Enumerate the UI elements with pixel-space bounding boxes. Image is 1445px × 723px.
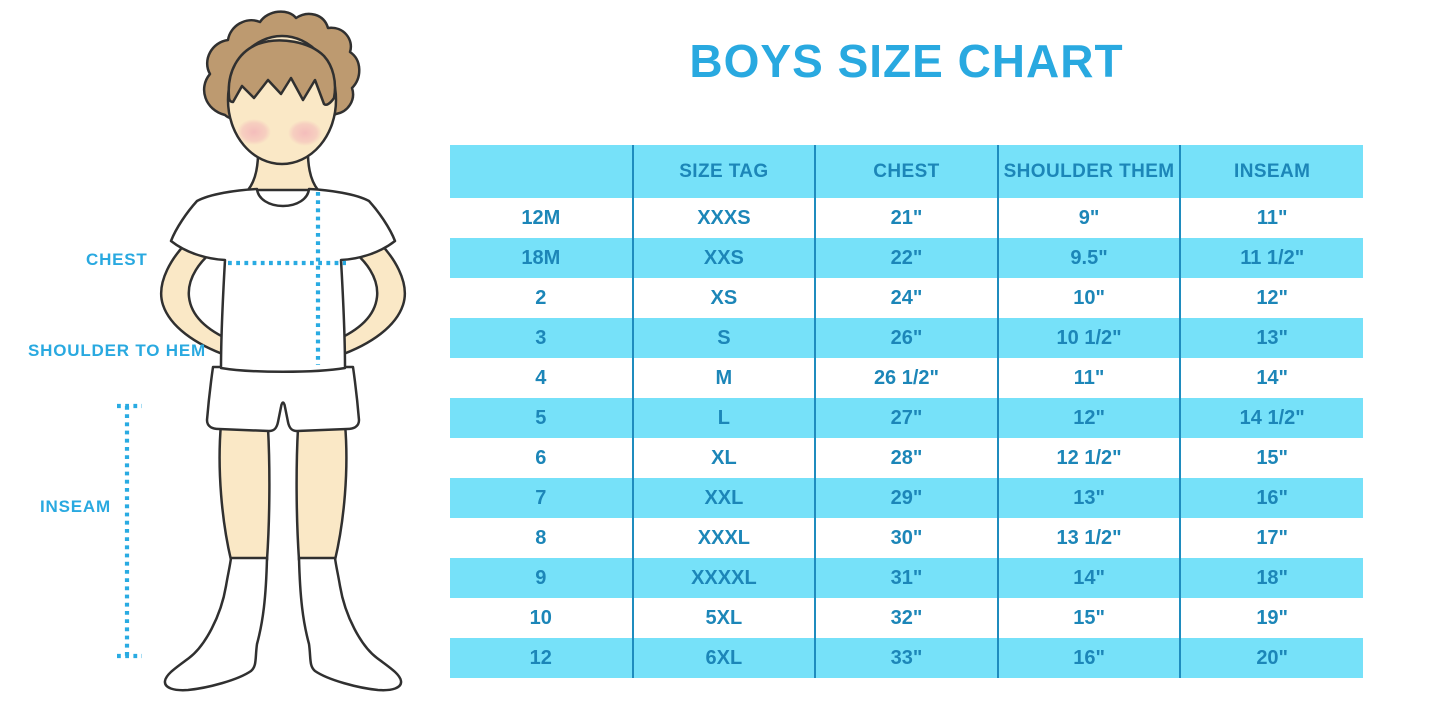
boy-left-sock (163, 556, 269, 692)
table-cell-inseam: 17" (1179, 518, 1363, 558)
table-cell-size-tag: XXXS (631, 198, 816, 238)
table-cell-size-tag: S (631, 318, 816, 358)
table-cell-size: 5 (450, 398, 633, 438)
table-row: 5 L 27" 12" 14 1/2" (450, 398, 1363, 438)
table-row: 18M XXS 22" 9.5" 11 1/2" (450, 238, 1363, 278)
table-cell-size: 4 (535, 366, 547, 389)
table-cell-inseam: 11 1/2" (1179, 238, 1363, 278)
table-cell-shoulder-them: 13 1/2" (996, 518, 1181, 558)
boy-right-sock (297, 556, 403, 692)
table-cell-inseam: 12" (1179, 278, 1363, 318)
table-cell-shoulder-them: 13" (996, 478, 1181, 518)
table-cell-size-tag: XXL (631, 478, 816, 518)
inseam-label: INSEAM (40, 497, 111, 516)
table-cell-shoulder-them: 9.5" (996, 238, 1181, 278)
table-cell-shoulder-them: 9" (996, 198, 1181, 238)
table-cell-chest: 33" (814, 638, 998, 678)
table-cell-size-tag: XXXXL (631, 558, 816, 598)
table-row: 9 XXXXL 31" 14" 18" (450, 558, 1363, 598)
shoulder-to-hem-label: SHOULDER TO HEM (28, 341, 206, 360)
table-cell-size: 12M (521, 206, 561, 229)
table-cell-size: 9 (450, 558, 633, 598)
header-cell-blank (450, 145, 633, 198)
boy-shorts (205, 365, 361, 433)
table-cell-inseam: 18" (1179, 558, 1363, 598)
table-cell-size: 7 (450, 478, 633, 518)
table-cell-inseam: 16" (1179, 478, 1363, 518)
header-cell-size-tag: SIZE TAG (631, 145, 816, 198)
table-cell-size: 8 (535, 526, 547, 549)
table-cell-size: 2 (535, 286, 547, 309)
table-row: 6 XL 28" 12 1/2" 15" (450, 438, 1363, 478)
table-cell-inseam: 15" (1179, 438, 1363, 478)
table-cell-size: 10 (529, 606, 552, 629)
table-row: 8 XXXL 30" 13 1/2" 17" (450, 518, 1363, 558)
size-table: SIZE TAG CHEST SHOULDER THEM INSEAM 12M X… (450, 145, 1363, 678)
table-cell-inseam: 19" (1179, 598, 1363, 638)
table-cell-chest: 29" (814, 478, 998, 518)
table-cell-inseam: 11" (1179, 198, 1363, 238)
table-cell-shoulder-them: 10 1/2" (996, 318, 1181, 358)
table-cell-chest: 28" (814, 438, 998, 478)
table-cell-inseam: 20" (1179, 638, 1363, 678)
table-cell-inseam: 13" (1179, 318, 1363, 358)
table-cell-chest: 24" (814, 278, 998, 318)
table-cell-shoulder-them: 14" (996, 558, 1181, 598)
boy-illustration (117, 10, 407, 692)
table-row: 2 XS 24" 10" 12" (450, 278, 1363, 318)
table-cell-size-tag: XXXL (631, 518, 816, 558)
table-cell-shoulder-them: 12" (996, 398, 1181, 438)
table-cell-inseam: 14 1/2" (1179, 398, 1363, 438)
header-cell-chest: CHEST (814, 145, 998, 198)
table-cell-chest: 30" (814, 518, 998, 558)
table-cell-size: 18M (450, 238, 633, 278)
table-cell-shoulder-them: 15" (996, 598, 1181, 638)
table-cell-chest: 27" (814, 398, 998, 438)
table-row: 4 M 26 1/2" 11" 14" (450, 358, 1363, 398)
chest-label: CHEST (86, 250, 148, 269)
table-cell-shoulder-them: 16" (996, 638, 1181, 678)
boy-tshirt (169, 187, 397, 373)
boy-measurement-figure: CHEST SHOULDER TO HEM INSEAM (0, 0, 450, 723)
page-title: BOYS SIZE CHART (689, 35, 1124, 87)
boy-left-leg (218, 422, 271, 562)
table-cell-chest: 26" (814, 318, 998, 358)
table-row: 10 5XL 32" 15" 19" (450, 598, 1363, 638)
table-cell-chest: 21" (814, 198, 998, 238)
table-cell-shoulder-them: 11" (996, 358, 1181, 398)
boy-left-blush (237, 119, 271, 145)
table-cell-chest: 26 1/2" (814, 358, 998, 398)
table-row: 7 XXL 29" 13" 16" (450, 478, 1363, 518)
table-cell-shoulder-them: 12 1/2" (996, 438, 1181, 478)
table-cell-chest: 22" (814, 238, 998, 278)
header-row: SIZE TAG CHEST SHOULDER THEM INSEAM (450, 145, 1363, 198)
size-table-body: 12M XXXS 21" 9" 11" 18M XXS 22" 9.5" 11 1/2" 2 XS 24… (450, 198, 1363, 678)
table-cell-size-tag: 6XL (631, 638, 816, 678)
table-cell-chest: 31" (814, 558, 998, 598)
boy-right-leg (295, 422, 348, 562)
table-cell-size: 12 (450, 638, 633, 678)
table-row: 12M XXXS 21" 9" 11" (450, 198, 1363, 238)
table-cell-size: 3 (450, 318, 633, 358)
table-cell-size-tag: XXS (631, 238, 816, 278)
boy-right-blush (288, 120, 322, 146)
table-cell-inseam: 14" (1179, 358, 1363, 398)
table-cell-chest: 32" (814, 598, 998, 638)
table-cell-size: 6 (535, 446, 547, 469)
table-cell-size-tag: XL (631, 438, 816, 478)
table-row: 3 S 26" 10 1/2" 13" (450, 318, 1363, 358)
boy-hair-fringe (227, 39, 337, 106)
header-cell-inseam: INSEAM (1179, 145, 1363, 198)
table-row: 12 6XL 33" 16" 20" (450, 638, 1363, 678)
header-cell-shoulder-them: SHOULDER THEM (996, 145, 1181, 198)
table-cell-size-tag: XS (631, 278, 816, 318)
table-cell-size-tag: 5XL (631, 598, 816, 638)
table-cell-shoulder-them: 10" (996, 278, 1181, 318)
table-cell-size-tag: M (631, 358, 816, 398)
table-cell-size-tag: L (631, 398, 816, 438)
